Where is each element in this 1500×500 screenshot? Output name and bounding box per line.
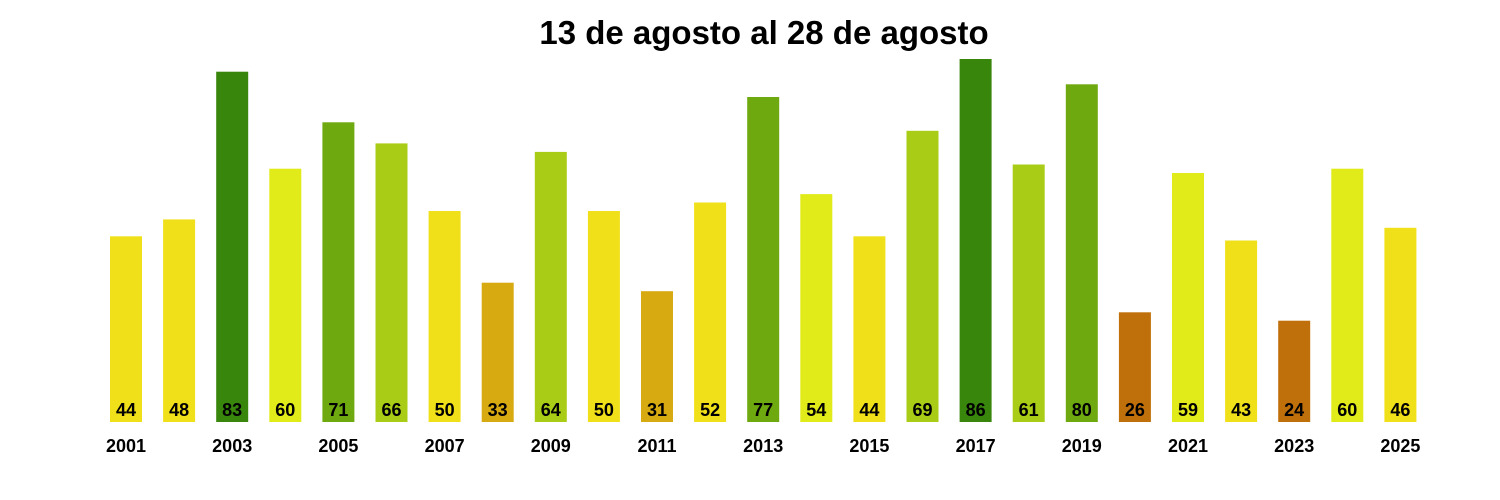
value-label-2010: 50 [594,400,614,420]
bar-2012 [694,202,727,422]
value-label-2019: 80 [1072,400,1092,420]
value-label-2007: 50 [435,400,455,420]
bar-2019 [1065,84,1098,423]
bar-2001 [110,236,142,422]
x-tick-label-2013: 2013 [743,436,783,456]
value-label-2025: 46 [1390,400,1410,420]
bar-2004 [269,168,302,422]
bar-2020 [1118,312,1151,422]
x-tick-label-2001: 2001 [106,436,146,456]
value-label-2011: 31 [647,400,667,420]
value-label-2002: 48 [169,400,189,420]
x-tick-label-2011: 2011 [637,436,676,456]
value-label-2004: 60 [275,400,295,420]
bar-2024 [1331,168,1364,422]
bar-2006 [375,143,408,422]
bar-2021 [1172,173,1204,422]
x-tick-label-2009: 2009 [531,436,571,456]
bar-2011 [641,291,673,422]
bar-2022 [1225,240,1258,422]
bar-2003 [216,71,249,422]
bar-2013 [747,97,780,422]
value-label-2017: 86 [966,400,986,420]
x-tick-label-2015: 2015 [849,436,889,456]
x-tick-label-2003: 2003 [212,436,252,456]
x-tick-label-2007: 2007 [425,436,465,456]
value-label-2014: 54 [806,400,826,420]
bar-2017 [959,59,992,422]
value-labels-group: 44 48 83 60 71 66 50 33 64 50 31 52 77 54 44 69 86 61 80 26… [116,400,1410,420]
bar-2002 [163,219,196,422]
x-tick-label-2025: 2025 [1380,436,1420,456]
value-label-2015: 44 [859,400,879,420]
value-label-2016: 69 [912,400,932,420]
value-label-2005: 71 [328,400,348,420]
x-axis-ticks: 2001 2003 2005 2007 2009 2011 2013 2015 2017 2019… [106,436,1420,456]
value-label-2006: 66 [381,400,401,420]
value-label-2018: 61 [1019,400,1039,420]
bar-2010 [587,211,620,422]
value-label-2001: 44 [116,400,136,420]
bar-2009 [534,151,567,422]
x-tick-label-2021: 2021 [1168,436,1208,456]
value-label-2003: 83 [222,400,242,420]
bar-2016 [906,130,939,423]
bar-2005 [322,122,355,423]
value-label-2020: 26 [1125,400,1145,420]
bar-2008 [481,282,514,422]
x-tick-label-2019: 2019 [1062,436,1102,456]
value-label-2009: 64 [541,400,561,420]
value-label-2013: 77 [753,400,773,420]
bar-2025 [1384,227,1417,422]
bar-2014 [800,194,833,422]
bars-group [110,59,1417,423]
bar-2023 [1278,320,1311,422]
chart-title: 13 de agosto al 28 de agosto [539,14,988,51]
value-label-2008: 33 [488,400,508,420]
value-label-2024: 60 [1337,400,1357,420]
bar-2018 [1012,164,1045,422]
bar-2015 [853,236,886,422]
bar-2007 [428,211,461,422]
value-label-2022: 43 [1231,400,1251,420]
x-tick-label-2023: 2023 [1274,436,1314,456]
value-label-2021: 59 [1178,400,1198,420]
value-label-2012: 52 [700,400,720,420]
x-tick-label-2017: 2017 [956,436,996,456]
x-tick-label-2005: 2005 [318,436,358,456]
value-label-2023: 24 [1284,400,1304,420]
